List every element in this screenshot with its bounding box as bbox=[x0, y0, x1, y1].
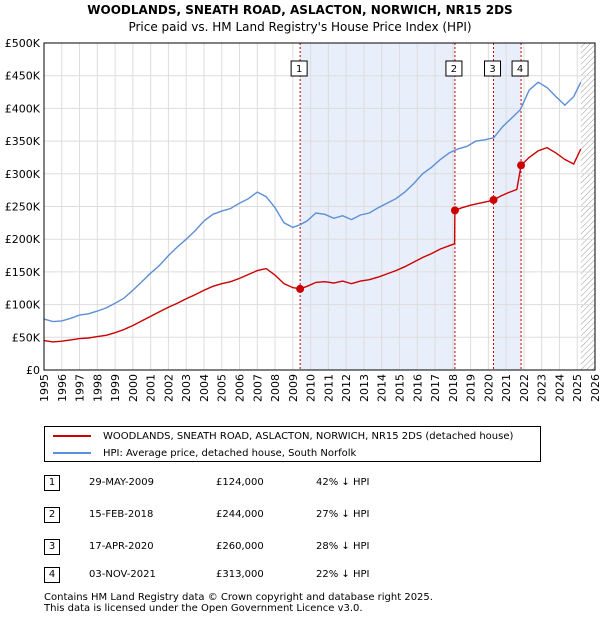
x-tick-label: 2008 bbox=[269, 374, 282, 402]
transaction-hpi-diff: 28% ↓ HPI bbox=[316, 541, 370, 552]
y-tick-label: £100K bbox=[5, 299, 41, 312]
transaction-label-box bbox=[290, 60, 308, 77]
transaction-date: 15-FEB-2018 bbox=[89, 509, 154, 520]
y-tick-label: £200K bbox=[5, 233, 41, 246]
x-tick-label: 1995 bbox=[38, 374, 51, 402]
x-tick-label: 2021 bbox=[500, 374, 513, 402]
x-tick-label: 2025 bbox=[571, 374, 584, 402]
x-tick-label: 2006 bbox=[234, 374, 247, 402]
x-tick-label: 2018 bbox=[447, 374, 460, 402]
transaction-price: £313,000 bbox=[216, 569, 264, 580]
transaction-label: 1 bbox=[296, 64, 302, 75]
legend-label-property: WOODLANDS, SNEATH ROAD, ASLACTON, NORWIC… bbox=[103, 430, 514, 442]
transaction-price: £260,000 bbox=[216, 541, 264, 552]
x-tick-label: 2024 bbox=[553, 374, 566, 402]
transaction-label-box bbox=[511, 60, 529, 77]
transaction-hpi-diff: 22% ↓ HPI bbox=[316, 569, 370, 580]
x-tick-label: 2026 bbox=[589, 374, 600, 402]
x-tick-label: 2016 bbox=[411, 374, 424, 402]
x-tick-label: 1998 bbox=[91, 374, 104, 402]
footer-licence: This data is licensed under the Open Gov… bbox=[44, 603, 363, 614]
transaction-label-box bbox=[445, 60, 463, 77]
footer-copyright: Contains HM Land Registry data © Crown c… bbox=[44, 592, 433, 603]
x-tick-label: 2023 bbox=[536, 374, 549, 402]
transaction-hpi-diff: 42% ↓ HPI bbox=[316, 477, 370, 488]
transaction-point bbox=[450, 206, 459, 215]
transaction-hpi-diff: 27% ↓ HPI bbox=[316, 509, 370, 520]
y-tick-label: £250K bbox=[5, 201, 41, 214]
y-tick-label: £350K bbox=[5, 135, 41, 148]
transaction-date: 03-NOV-2021 bbox=[89, 569, 156, 580]
transaction-point bbox=[489, 195, 498, 204]
hpi-line bbox=[44, 81, 582, 323]
transaction-price: £124,000 bbox=[216, 477, 264, 488]
plot-frame bbox=[43, 42, 596, 371]
x-tick-label: 2007 bbox=[251, 374, 264, 402]
transaction-badge: 4 bbox=[44, 567, 60, 583]
transaction-point bbox=[296, 284, 305, 293]
x-tick-label: 1997 bbox=[74, 374, 87, 402]
y-tick-label: £150K bbox=[5, 266, 41, 279]
x-tick-label: 2010 bbox=[305, 374, 318, 402]
y-tick-label: £400K bbox=[5, 102, 41, 115]
transaction-badge: 2 bbox=[44, 507, 60, 523]
x-tick-label: 2004 bbox=[198, 374, 211, 402]
x-tick-label: 2009 bbox=[287, 374, 300, 402]
x-tick-label: 2022 bbox=[518, 374, 531, 402]
legend-swatch-property bbox=[53, 435, 91, 437]
transaction-date: 17-APR-2020 bbox=[89, 541, 154, 552]
legend-item-property: WOODLANDS, SNEATH ROAD, ASLACTON, NORWIC… bbox=[53, 428, 513, 444]
x-tick-label: 2014 bbox=[376, 374, 389, 402]
transaction-label-box bbox=[484, 60, 502, 77]
transaction-label: 3 bbox=[489, 64, 495, 75]
x-tick-label: 2013 bbox=[358, 374, 371, 402]
x-tick-label: 2019 bbox=[465, 374, 478, 402]
transaction-price: £244,000 bbox=[216, 509, 264, 520]
transaction-point bbox=[517, 161, 526, 170]
x-tick-label: 2001 bbox=[145, 374, 158, 402]
x-tick-label: 1996 bbox=[56, 374, 69, 402]
chart-subtitle: Price paid vs. HM Land Registry's House … bbox=[128, 20, 472, 34]
transaction-badge: 3 bbox=[44, 539, 60, 555]
transaction-date: 29-MAY-2009 bbox=[89, 477, 155, 488]
y-tick-label: £0 bbox=[26, 364, 40, 377]
x-tick-label: 2005 bbox=[216, 374, 229, 402]
y-tick-label: £300K bbox=[5, 168, 41, 181]
transaction-label: 4 bbox=[517, 64, 523, 75]
transaction-badge: 1 bbox=[44, 475, 60, 491]
transaction-label: 2 bbox=[451, 64, 457, 75]
legend-item-hpi: HPI: Average price, detached house, Sout… bbox=[53, 445, 356, 461]
x-tick-label: 2012 bbox=[340, 374, 353, 402]
legend-swatch-hpi bbox=[53, 452, 91, 454]
y-tick-label: £450K bbox=[5, 70, 41, 83]
legend: WOODLANDS, SNEATH ROAD, ASLACTON, NORWIC… bbox=[44, 426, 541, 462]
y-tick-label: £500K bbox=[5, 37, 41, 50]
price-chart: 1 2 3 4 £0 £50K £100K £150K £200K £250K £300K £350… bbox=[5, 37, 600, 402]
legend-label-hpi: HPI: Average price, detached house, Sout… bbox=[103, 447, 357, 459]
y-tick-label: £50K bbox=[12, 331, 41, 344]
x-tick-label: 2017 bbox=[429, 374, 442, 402]
x-tick-label: 2003 bbox=[180, 374, 193, 402]
x-tick-label: 2000 bbox=[127, 374, 140, 402]
x-tick-label: 2002 bbox=[162, 374, 175, 402]
x-tick-label: 1999 bbox=[109, 374, 122, 402]
chart-title: WOODLANDS, SNEATH ROAD, ASLACTON, NORWIC… bbox=[87, 3, 513, 17]
x-tick-label: 2015 bbox=[393, 374, 406, 402]
x-tick-label: 2020 bbox=[482, 374, 495, 402]
x-tick-label: 2011 bbox=[322, 374, 335, 402]
